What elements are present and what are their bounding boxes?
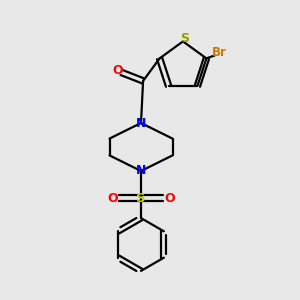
Text: N: N — [136, 116, 146, 130]
Text: S: S — [136, 191, 146, 205]
Text: N: N — [136, 164, 146, 178]
Text: O: O — [164, 191, 175, 205]
Text: O: O — [112, 64, 123, 77]
Text: S: S — [180, 32, 189, 46]
Text: O: O — [107, 191, 118, 205]
Text: Br: Br — [212, 46, 226, 59]
